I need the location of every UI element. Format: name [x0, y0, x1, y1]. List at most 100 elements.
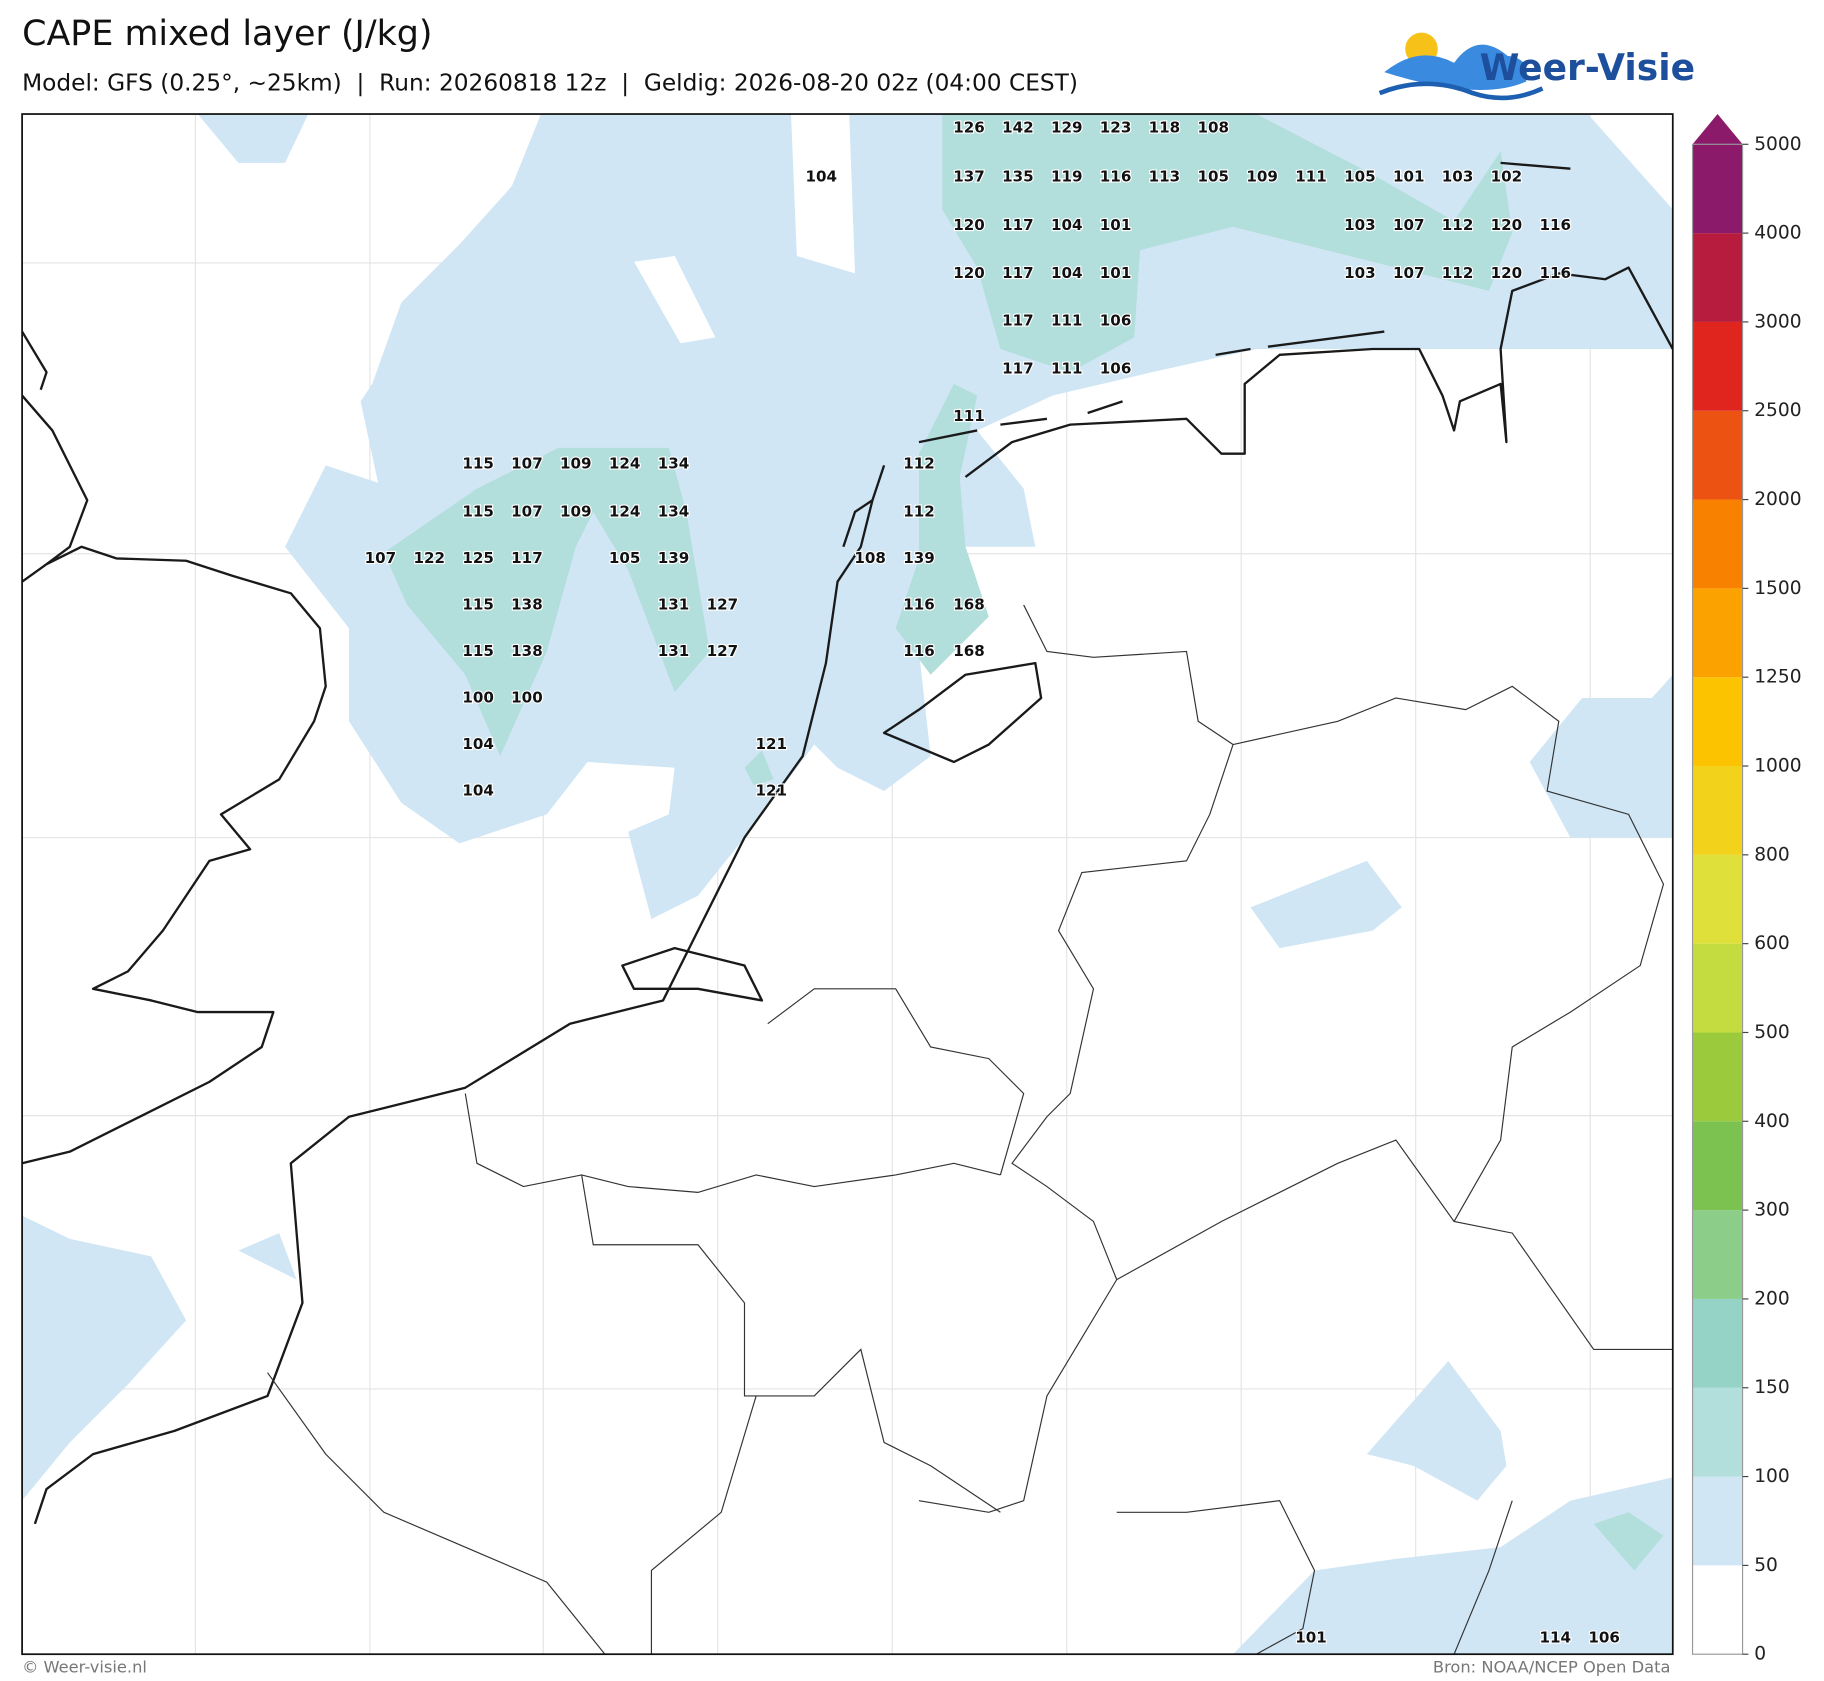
colorbar-tick-label: 100 [1754, 1466, 1790, 1487]
cape-value-label: 112 [1442, 216, 1474, 234]
cape-value-label: 120 [953, 264, 985, 282]
cape-value-label: 138 [511, 595, 543, 613]
cape-value-label: 108 [1198, 119, 1230, 137]
colorbar-tick-label: 2000 [1754, 489, 1801, 510]
cape-value-label: 105 [1344, 167, 1376, 185]
cape-value-label: 168 [953, 595, 985, 613]
cape-value-label: 114 [1540, 1628, 1572, 1646]
coastlines [21, 161, 1674, 1525]
colorbar-tick-label: 500 [1754, 1022, 1790, 1043]
logo-text: Weer-Visie [1480, 47, 1695, 89]
cape-fill [22, 114, 1673, 1655]
borders [267, 604, 1673, 1655]
colorbar-tick-label: 600 [1754, 933, 1790, 954]
colorbar-segment [1692, 677, 1743, 767]
cape-value-label: 104 [462, 782, 494, 800]
cape-value-label: 106 [1588, 1628, 1620, 1646]
colorbar-tick-label: 3000 [1754, 311, 1801, 332]
colorbar-extend [1692, 114, 1743, 145]
cape-value-label: 168 [953, 642, 985, 660]
cape-value-label: 107 [1393, 216, 1425, 234]
cape-value-label: 120 [1491, 264, 1523, 282]
cape-value-label: 101 [1100, 216, 1132, 234]
cape-value-label: 126 [953, 119, 985, 137]
colorbar-tick-label: 200 [1754, 1288, 1790, 1309]
cape-value-label: 107 [511, 455, 543, 473]
colorbar-segment [1692, 854, 1743, 944]
cape-value-label: 107 [365, 549, 397, 567]
cape-value-label: 116 [1540, 216, 1572, 234]
colorbar-tick-label: 5000 [1754, 134, 1801, 155]
cape-value-label: 134 [658, 455, 690, 473]
cape-value-label: 120 [953, 216, 985, 234]
footer-right: Bron: NOAA/NCEP Open Data [1433, 1658, 1671, 1677]
cape-value-label: 142 [1002, 119, 1034, 137]
colorbar-segment [1692, 588, 1743, 678]
cape-value-label: 139 [658, 549, 690, 567]
value-labels: 126 142 129 123 118 108 104 137 135 119 116 113 105 1… [363, 117, 1621, 1647]
cape-value-label: 103 [1442, 167, 1474, 185]
cape-value-label: 112 [903, 502, 935, 520]
cape-value-label: 104 [462, 735, 494, 753]
cape-value-label: 104 [1051, 264, 1083, 282]
colorbar-tick-label: 4000 [1754, 223, 1801, 244]
colorbar-segment [1692, 1298, 1743, 1388]
colorbar-tick-label: 1250 [1754, 667, 1801, 688]
cape-value-label: 112 [903, 455, 935, 473]
cape-value-label: 123 [1100, 119, 1132, 137]
cape-value-label: 118 [1149, 119, 1181, 137]
colorbar-segment [1692, 499, 1743, 589]
cape-value-label: 101 [1295, 1628, 1327, 1646]
cape-value-label: 139 [903, 549, 935, 567]
cape-value-label: 101 [1100, 264, 1132, 282]
cape-value-label: 100 [462, 689, 494, 707]
cape-value-label: 109 [1246, 167, 1278, 185]
cape-value-label: 124 [609, 455, 641, 473]
cape-value-label: 117 [1002, 216, 1034, 234]
cape-value-label: 106 [1100, 359, 1132, 377]
cape-value-label: 107 [511, 502, 543, 520]
colorbar-segment [1692, 766, 1743, 855]
cape-value-label: 106 [1100, 312, 1132, 330]
cape-value-label: 103 [1344, 264, 1376, 282]
colorbar-tick-label: 50 [1754, 1555, 1778, 1576]
colorbar-tick-label: 1000 [1754, 756, 1801, 777]
colorbar-segment [1692, 233, 1743, 322]
cape-value-label: 111 [1051, 359, 1083, 377]
cape-value-label: 117 [1002, 312, 1034, 330]
cape-value-label: 131 [658, 595, 690, 613]
cape-value-label: 116 [1100, 167, 1132, 185]
cape-value-label: 105 [609, 549, 641, 567]
cape-value-label: 124 [609, 502, 641, 520]
cape-value-label: 103 [1344, 216, 1376, 234]
cape-value-label: 101 [1393, 167, 1425, 185]
cape-value-label: 100 [511, 689, 543, 707]
title: CAPE mixed layer (J/kg) [22, 14, 432, 54]
cape-value-label: 117 [1002, 264, 1034, 282]
colorbar-tick-label: 2500 [1754, 400, 1801, 421]
cape-value-label: 116 [903, 595, 935, 613]
cape-value-label: 111 [1295, 167, 1327, 185]
cape-value-label: 120 [1491, 216, 1523, 234]
colorbar-tick-label: 400 [1754, 1111, 1790, 1132]
cape-value-label: 134 [658, 502, 690, 520]
colorbar-segment [1692, 1565, 1743, 1655]
cape-value-label: 138 [511, 642, 543, 660]
cape-value-label: 116 [1540, 264, 1572, 282]
cape-value-label: 116 [903, 642, 935, 660]
cape-value-label: 105 [1198, 167, 1230, 185]
colorbar-segment [1692, 1476, 1743, 1566]
cape-value-label: 127 [707, 595, 739, 613]
colorbar-frame [1691, 143, 1744, 1655]
colorbar-segment [1692, 1032, 1743, 1122]
cape-value-label: 115 [462, 502, 494, 520]
cape-value-label: 117 [511, 549, 543, 567]
subtitle: Model: GFS (0.25°, ~25km) | Run: 2026081… [22, 69, 1078, 96]
colorbar-segment [1692, 943, 1743, 1033]
cape-value-label: 104 [1051, 216, 1083, 234]
map-area: 126 142 129 123 118 108 104 137 135 119 116 113 105 1… [21, 113, 1674, 1656]
cape-value-label: 117 [1002, 359, 1034, 377]
cape-value-label: 109 [560, 502, 592, 520]
